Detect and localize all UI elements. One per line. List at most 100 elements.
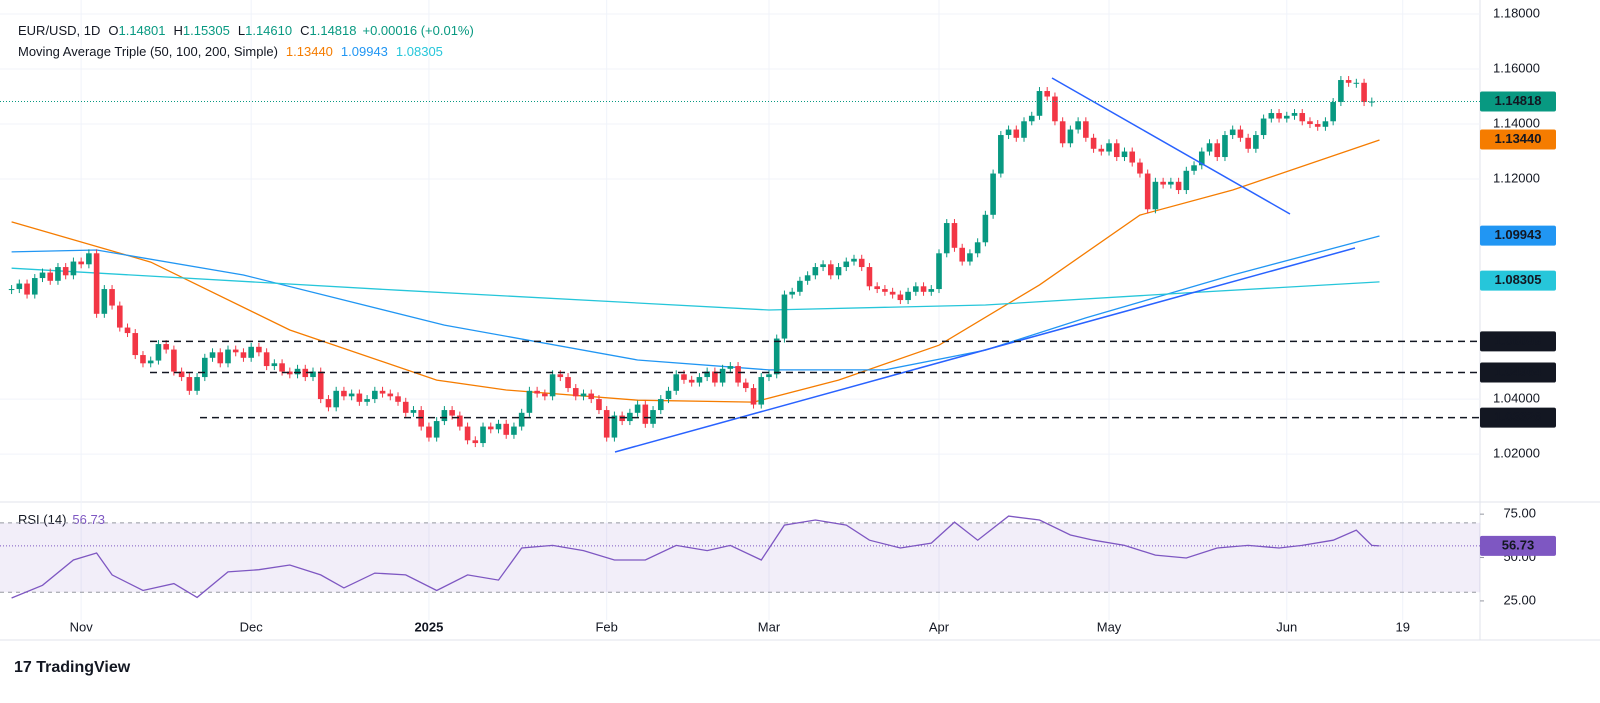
candle: [1276, 113, 1282, 119]
candle: [1338, 80, 1344, 103]
candle: [1222, 135, 1228, 158]
candle: [735, 366, 741, 383]
candle: [1245, 137, 1251, 149]
ma-value: 1.09943: [341, 44, 388, 59]
ohlc-key: L: [238, 23, 245, 38]
candle: [70, 261, 77, 276]
trend-line: [1051, 77, 1291, 215]
candle: [959, 247, 965, 262]
candle: [781, 294, 788, 339]
candle: [804, 275, 811, 281]
candle: [263, 352, 270, 367]
y-tick-label: 1.04000: [1493, 391, 1540, 406]
candle: [310, 371, 316, 378]
candle: [967, 253, 973, 262]
candle: [1121, 151, 1128, 158]
x-tick-label: 19: [1395, 619, 1409, 634]
change: +0.00016 (+0.01%): [363, 23, 474, 38]
candle: [379, 390, 386, 394]
rsi-badge: [1480, 535, 1556, 556]
candle: [1067, 129, 1074, 144]
candle: [256, 346, 262, 353]
candle: [580, 393, 587, 397]
candle: [1214, 143, 1221, 158]
candle: [1206, 143, 1213, 152]
candle: [1237, 129, 1244, 138]
candle: [820, 264, 826, 268]
rsi-header: RSI (14) 56.73: [18, 512, 105, 527]
candle: [457, 415, 463, 427]
candle: [511, 426, 517, 435]
header-symbol: EUR/USD, 1D O1.14801 H1.15305 L1.14610 C1.14…: [18, 23, 474, 38]
candle: [1168, 181, 1174, 185]
header-indicator: Moving Average Triple (50, 100, 200, Sim…: [18, 44, 443, 59]
candle: [858, 258, 865, 268]
level-label: 1.06099: [1495, 333, 1542, 348]
candle: [464, 426, 471, 441]
symbol: EUR/USD, 1D: [18, 23, 100, 38]
candle: [1229, 129, 1236, 136]
candle: [1345, 80, 1352, 83]
y-tick-label: 1.02000: [1493, 446, 1540, 461]
candle: [611, 415, 618, 438]
candle: [426, 426, 432, 438]
candle: [742, 382, 749, 389]
brand: 17 TradingView: [14, 659, 131, 676]
ma-value: 1.08305: [396, 44, 443, 59]
candle: [542, 393, 548, 397]
candle: [696, 377, 703, 383]
candle: [163, 344, 169, 350]
candle: [990, 173, 996, 215]
candle: [155, 344, 162, 361]
candle: [920, 286, 927, 292]
candle: [549, 374, 556, 397]
candle: [657, 399, 664, 411]
candle: [209, 352, 216, 358]
candle: [194, 377, 200, 391]
candle: [1260, 118, 1267, 136]
candle: [874, 286, 880, 290]
candle: [116, 305, 123, 328]
candle: [325, 399, 332, 408]
y-tick-label: 1.14000: [1493, 115, 1540, 130]
candle: [16, 283, 23, 290]
candle: [1106, 143, 1112, 152]
candle: [943, 223, 950, 254]
candle: [712, 371, 718, 383]
candle: [101, 289, 108, 314]
candle: [109, 289, 115, 306]
candle: [766, 374, 772, 378]
price-badge-label: 1.08305: [1495, 272, 1542, 287]
rsi-line: [11, 515, 1380, 599]
x-tick-label: Mar: [758, 619, 781, 634]
level-label: 1.03326: [1495, 409, 1542, 424]
candle: [843, 261, 850, 268]
candle: [1059, 121, 1066, 144]
y-tick-label: 1.12000: [1493, 170, 1540, 185]
candle: [936, 253, 942, 290]
candle: [287, 371, 293, 375]
candle: [1098, 148, 1105, 152]
candle: [1152, 181, 1159, 210]
candle: [773, 338, 780, 375]
candle: [225, 349, 231, 364]
candle: [750, 388, 757, 405]
ohlc-value: 1.14610: [245, 23, 292, 38]
candle: [673, 374, 680, 391]
candle: [681, 374, 687, 380]
candle: [480, 426, 486, 444]
candle: [665, 390, 672, 400]
candle: [812, 267, 819, 276]
candle: [572, 388, 579, 397]
candle: [889, 291, 896, 295]
candle: [1005, 129, 1012, 136]
price-badge-label: 1.09943: [1495, 227, 1542, 242]
y-tick-label: 1.18000: [1493, 5, 1540, 20]
candle: [1075, 121, 1081, 130]
candle: [974, 242, 981, 254]
x-tick-label: 2025: [414, 619, 443, 634]
candle: [1175, 181, 1182, 191]
candle: [495, 423, 502, 430]
trend-line: [614, 247, 1356, 453]
